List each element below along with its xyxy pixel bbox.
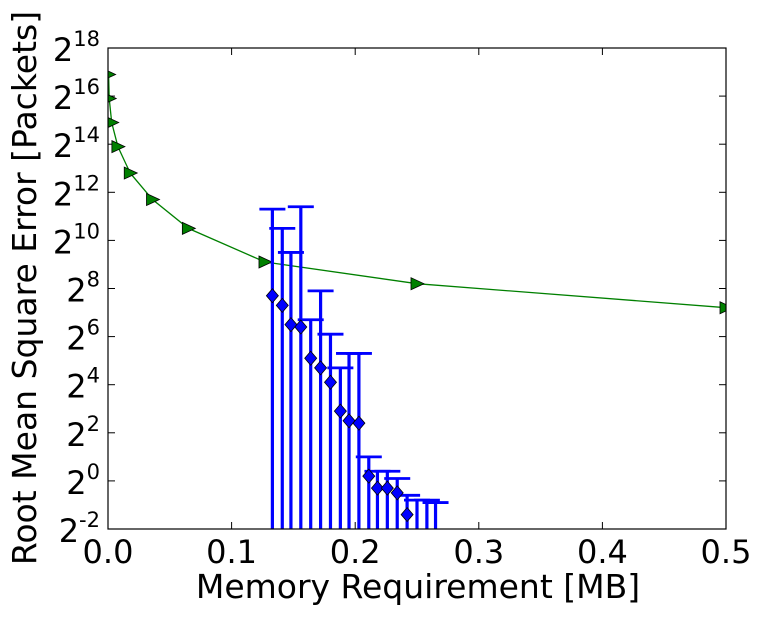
x-tick-labels: 0.0 0.1 0.2 0.3 0.4 0.5 <box>83 533 752 571</box>
series-layer <box>108 70 726 553</box>
y-tick-label: 20 <box>66 460 100 502</box>
y-tick-label: 22 <box>66 412 100 454</box>
data-point-diamond <box>304 350 318 366</box>
x-tick-label: 0.4 <box>577 533 628 571</box>
data-point-triangle <box>108 94 118 103</box>
data-point-diamond <box>323 374 338 390</box>
data-point-triangle <box>258 255 273 269</box>
data-point-diamond <box>294 319 308 335</box>
data-point-diamond <box>352 415 366 431</box>
data-point-diamond <box>430 539 442 553</box>
y-tick-label: 212 <box>53 171 100 213</box>
data-point-diamond <box>390 485 404 501</box>
series-line <box>108 74 726 309</box>
data-point-triangle <box>123 166 139 180</box>
data-point-triangle <box>181 221 197 236</box>
x-axis-label: Memory Requirement [MB] <box>196 567 640 606</box>
plot-area <box>108 48 726 529</box>
y-tick-label: 24 <box>66 364 100 406</box>
y-tick-label: 26 <box>66 316 100 358</box>
y-tick-label: 210 <box>53 219 100 261</box>
y-tick-labels: 2-2 20 22 24 26 28 210 212 214 216 218 <box>53 27 100 550</box>
y-tick-label: 2-2 <box>59 508 100 550</box>
data-point-diamond <box>342 413 356 429</box>
data-point-triangle <box>111 139 126 154</box>
y-tick-label: 214 <box>53 123 100 165</box>
data-point-triangle <box>108 70 117 79</box>
data-point-diamond <box>421 536 433 550</box>
data-point-diamond <box>380 480 394 496</box>
data-point-triangle <box>719 301 726 315</box>
data-point-diamond <box>265 288 279 304</box>
y-tick-label: 28 <box>66 268 100 310</box>
data-point-diamond <box>400 506 414 523</box>
data-point-triangle <box>146 192 161 207</box>
data-point-diamond <box>416 528 418 529</box>
y-tick-label: 216 <box>53 75 100 117</box>
data-point-triangle <box>410 277 425 291</box>
x-tick-label: 0.5 <box>701 533 752 571</box>
data-point-diamond <box>284 316 298 333</box>
data-point-diamond <box>275 297 289 313</box>
y-tick-label: 218 <box>53 27 100 69</box>
x-tick-label: 0.0 <box>83 533 134 571</box>
x-tick-label: 0.2 <box>330 533 381 571</box>
x-tick-label: 0.1 <box>206 533 257 571</box>
data-point-diamond <box>370 480 384 496</box>
data-point-diamond <box>333 403 347 419</box>
data-point-diamond <box>314 360 328 376</box>
x-tick-label: 0.3 <box>453 533 504 571</box>
y-axis-label: Root Mean Square Error [Packets] <box>5 11 44 565</box>
data-point-triangle <box>108 117 120 128</box>
data-point-diamond <box>362 468 376 484</box>
plot-frame <box>107 47 727 530</box>
